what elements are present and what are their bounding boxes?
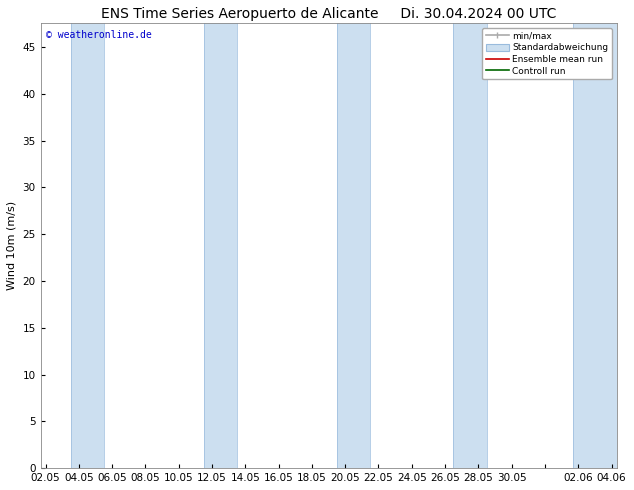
Legend: min/max, Standardabweichung, Ensemble mean run, Controll run: min/max, Standardabweichung, Ensemble me… bbox=[482, 28, 612, 79]
Bar bbox=[453, 24, 487, 468]
Bar bbox=[204, 24, 237, 468]
Text: © weatheronline.de: © weatheronline.de bbox=[46, 30, 152, 40]
Title: ENS Time Series Aeropuerto de Alicante     Di. 30.04.2024 00 UTC: ENS Time Series Aeropuerto de Alicante D… bbox=[101, 7, 556, 21]
Bar bbox=[70, 24, 104, 468]
Y-axis label: Wind 10m (m/s): Wind 10m (m/s) bbox=[7, 201, 17, 291]
Bar bbox=[573, 24, 616, 468]
Bar bbox=[337, 24, 370, 468]
